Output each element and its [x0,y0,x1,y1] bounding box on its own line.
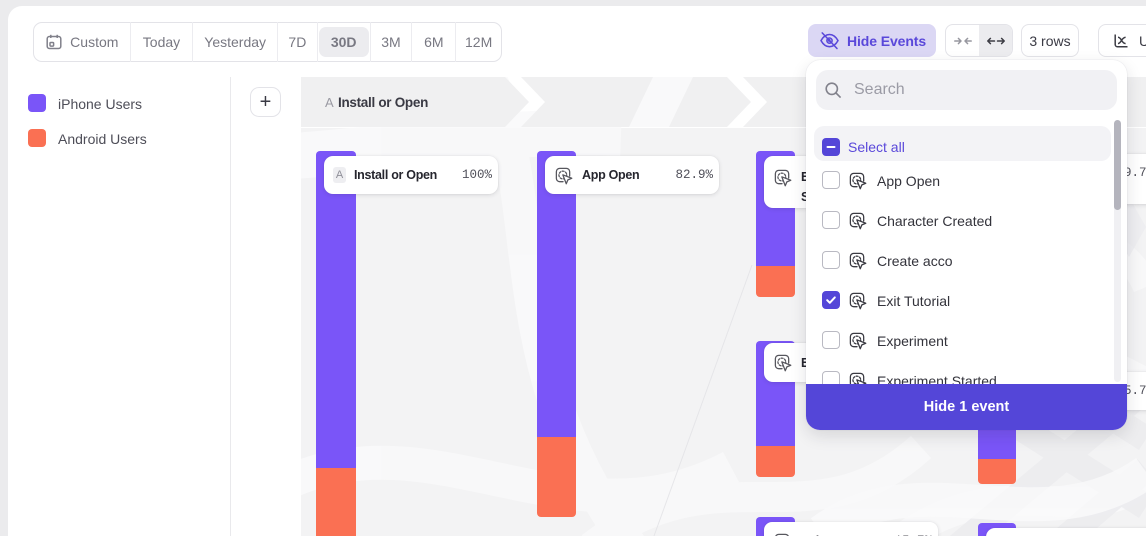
svg-text:Install or Open: Install or Open [338,95,428,110]
svg-text:A: A [325,95,334,110]
